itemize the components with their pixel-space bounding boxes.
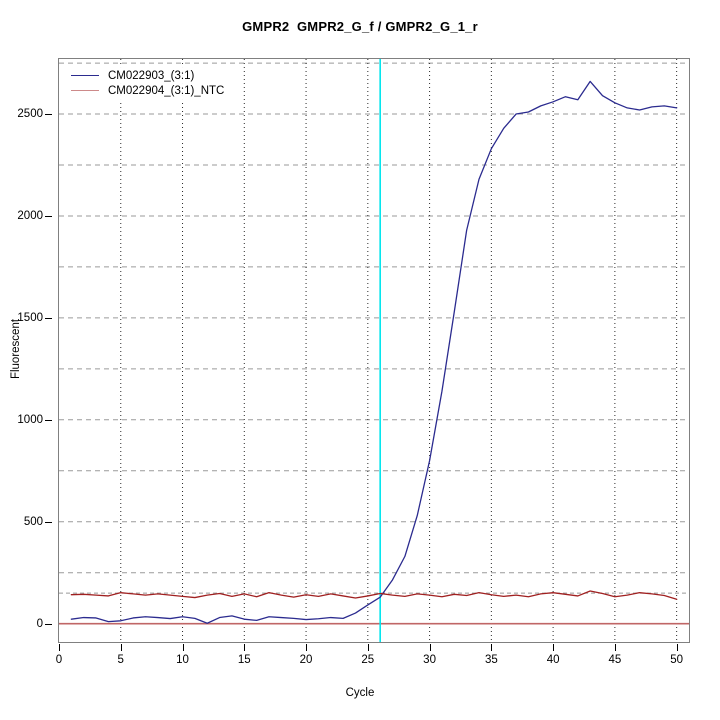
x-tick-label: 45: [608, 654, 622, 666]
x-axis-label: Cycle: [345, 687, 375, 699]
y-tick-label: 2500: [17, 108, 43, 121]
plot-inner: [59, 59, 689, 642]
y-axis: 0 500 1000 1500 2000 2500: [0, 58, 52, 643]
plot-area: CM022903_(3:1) CM022904_(3:1)_NTC: [58, 58, 690, 643]
x-tick-label: 35: [484, 654, 498, 666]
y-tick-label: 2000: [17, 209, 43, 222]
x-tick-mark: [614, 644, 616, 651]
x-tick-mark: [59, 644, 60, 651]
x-tick-label: 15: [237, 654, 251, 666]
x-tick-label: 0: [55, 654, 63, 666]
y-tick-mark: [45, 623, 52, 625]
chart-title: GMPR2 GMPR2_G_f / GMPR2_G_1_r: [242, 19, 478, 34]
legend-item[interactable]: CM022904_(3:1)_NTC: [71, 83, 224, 98]
x-tick-label: 10: [176, 654, 189, 666]
plot-canvas: [59, 59, 689, 642]
data-series-0[interactable]: [70, 80, 678, 624]
y-tick-mark: [45, 215, 52, 217]
x-tick-mark: [429, 644, 431, 651]
x-tick-mark: [491, 644, 493, 651]
legend-label: CM022903_(3:1): [108, 69, 195, 82]
x-axis: 0 5 10 15 20 25 30 35 40 45 50: [56, 644, 690, 674]
x-tick-mark: [120, 644, 122, 651]
legend-item[interactable]: CM022903_(3:1): [71, 68, 224, 83]
x-tick-mark: [182, 644, 184, 651]
x-tick-mark: [553, 644, 555, 651]
legend-color-swatch: [71, 75, 99, 76]
x-tick-mark: [306, 644, 308, 651]
y-tick-label: 1500: [17, 311, 43, 324]
x-tick-label: 50: [670, 654, 684, 666]
x-tick-mark: [244, 644, 246, 651]
y-tick-mark: [45, 521, 52, 523]
y-tick-mark: [45, 419, 52, 421]
legend: CM022903_(3:1) CM022904_(3:1)_NTC: [67, 64, 231, 102]
x-tick-label: 30: [423, 654, 436, 666]
x-tick-label: 20: [299, 654, 313, 666]
x-tick-mark: [676, 644, 678, 651]
y-tick-label: 500: [23, 515, 43, 528]
y-tick-mark: [45, 317, 52, 319]
data-series-1[interactable]: [70, 590, 678, 600]
legend-label: CM022904_(3:1)_NTC: [108, 84, 225, 97]
x-tick-label: 25: [361, 654, 375, 666]
y-tick-label: 1000: [17, 413, 43, 426]
y-tick-mark: [45, 114, 52, 116]
legend-color-swatch: [71, 90, 99, 91]
y-tick-label: 0: [36, 617, 43, 630]
x-tick-mark: [367, 644, 369, 651]
x-tick-label: 40: [546, 654, 560, 666]
x-tick-label: 5: [117, 654, 124, 666]
